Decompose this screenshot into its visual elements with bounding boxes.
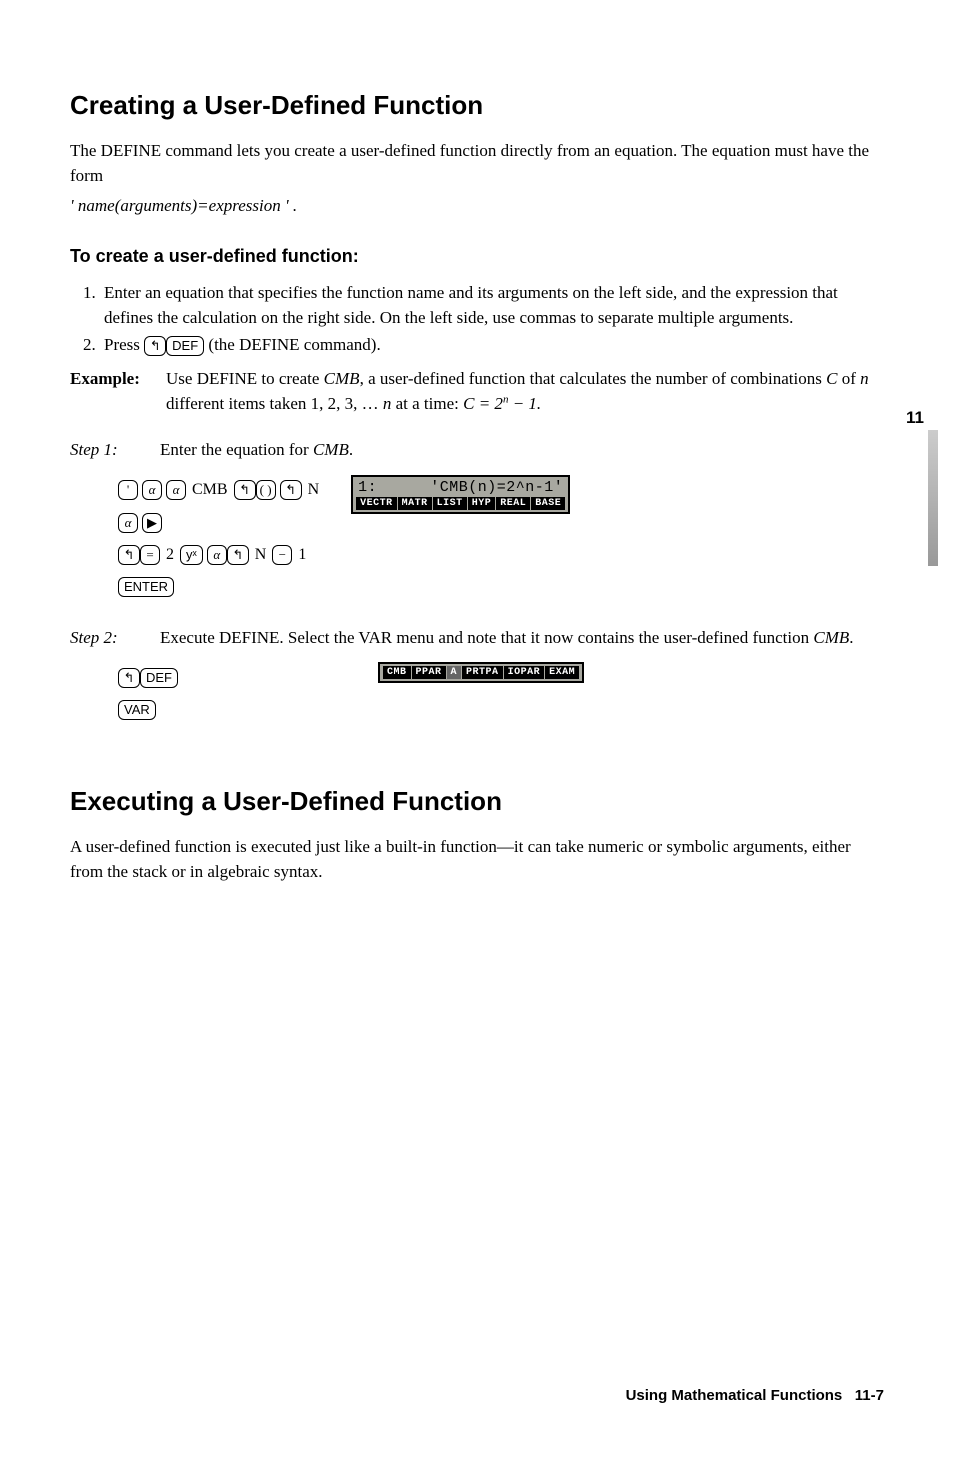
alpha-key: α: [166, 480, 186, 500]
var-key: VAR: [118, 700, 156, 720]
step2-label: Step 2:: [70, 626, 160, 651]
ex-t5: at a time:: [391, 394, 463, 413]
page-tab-marker: 11: [906, 408, 924, 428]
instruction-item-2: Press ↰DEF (the DEFINE command).: [100, 333, 884, 358]
softmenu-item: HYP: [468, 497, 496, 510]
softmenu-item: A: [447, 666, 462, 679]
softmenu-item: PRTPA: [462, 666, 503, 679]
enter-key: ENTER: [118, 577, 174, 597]
yx-key: yˣ: [180, 545, 203, 565]
alpha-key: α: [207, 545, 227, 565]
typed-n: N: [308, 481, 320, 498]
shift-key-icon: ↰: [280, 480, 302, 500]
quote-key: ': [118, 480, 138, 500]
minus-key: −: [272, 545, 292, 565]
key-sequence-2: ↰DEF VAR CMB PPAR A PRTPA IOPAR EXAM: [118, 662, 884, 726]
instr2-suffix: (the DEFINE command).: [208, 335, 380, 354]
instr2-prefix: Press: [104, 335, 144, 354]
step1-text: Enter the equation for: [160, 440, 313, 459]
stack-level: 1:: [358, 479, 377, 496]
step1-label: Step 1:: [70, 438, 160, 463]
step1-cmb: CMB: [313, 440, 349, 459]
footer-page-number: 11-7: [855, 1387, 884, 1404]
stack-line: 1: 'CMB(n)=2^n-1': [356, 479, 565, 496]
keyrow-1-1: ' α α CMB ↰( ) ↰ N: [118, 475, 321, 505]
ex-n: n: [860, 369, 869, 388]
softmenu-row-1: VECTR MATR LIST HYP REAL BASE: [356, 497, 565, 510]
shift-key-icon: ↰: [227, 545, 249, 565]
typed-1: 1: [298, 546, 306, 563]
step1-period: .: [349, 440, 353, 459]
shift-key-icon: ↰: [118, 545, 140, 565]
ex-t2: , a user-defined function that calculate…: [360, 369, 827, 388]
heading-creating-udf: Creating a User-Defined Function: [70, 90, 884, 121]
intro2-paragraph: A user-defined function is executed just…: [70, 835, 884, 884]
right-arrow-key: ▶: [142, 513, 162, 533]
equals-key: =: [140, 545, 160, 565]
softmenu-item: VECTR: [356, 497, 397, 510]
formula-text: ' name(arguments)=expression ' .: [70, 196, 297, 215]
calc-display-1: 1: 'CMB(n)=2^n-1' VECTR MATR LIST HYP RE…: [351, 475, 570, 514]
def-key: DEF: [166, 336, 204, 356]
page-footer: Using Mathematical Functions 11-7: [626, 1387, 884, 1404]
softmenu-item: MATR: [398, 497, 432, 510]
example-content: Use DEFINE to create CMB, a user-defined…: [166, 367, 884, 416]
ex-equation: C = 2n − 1.: [463, 394, 541, 413]
def-key: DEF: [140, 668, 178, 688]
footer-chapter: Using Mathematical Functions: [626, 1387, 843, 1404]
keystrokes-1: ' α α CMB ↰( ) ↰ N α ▶ ↰= 2 yˣ α↰ N − 1 …: [118, 475, 321, 604]
ex-t3: of: [837, 369, 860, 388]
ex-t1: Use DEFINE to create: [166, 369, 324, 388]
step1-block: Step 1: Enter the equation for CMB.: [70, 438, 884, 463]
softmenu-row-2: CMB PPAR A PRTPA IOPAR EXAM: [383, 666, 579, 679]
calc-display-1-wrapper: 1: 'CMB(n)=2^n-1' VECTR MATR LIST HYP RE…: [351, 475, 570, 514]
paren-key: ( ): [256, 480, 276, 500]
example-label: Example:: [70, 367, 166, 416]
intro-paragraph: The DEFINE command lets you create a use…: [70, 139, 884, 188]
keystrokes-2: ↰DEF VAR: [118, 662, 178, 726]
ex-t4: different items taken 1, 2, 3, …: [166, 394, 383, 413]
calc-display-2: CMB PPAR A PRTPA IOPAR EXAM: [378, 662, 584, 683]
heading-executing-udf: Executing a User-Defined Function: [70, 786, 884, 817]
ex-cmb: CMB: [324, 369, 360, 388]
page-edge-fade: [928, 430, 938, 566]
step2-cmb: CMB: [813, 628, 849, 647]
example-block: Example: Use DEFINE to create CMB, a use…: [70, 367, 884, 416]
formula-syntax: ' name(arguments)=expression ' .: [70, 196, 884, 216]
softmenu-item: BASE: [531, 497, 565, 510]
stack-value: 'CMB(n)=2^n-1': [430, 479, 563, 496]
shift-key-icon: ↰: [118, 668, 140, 688]
step2-block: Step 2: Execute DEFINE. Select the VAR m…: [70, 626, 884, 651]
subheading-create: To create a user-defined function:: [70, 246, 884, 267]
alpha-key: α: [142, 480, 162, 500]
typed-2: 2: [166, 546, 174, 563]
key-sequence-1: ' α α CMB ↰( ) ↰ N α ▶ ↰= 2 yˣ α↰ N − 1 …: [118, 475, 884, 604]
instruction-list: Enter an equation that specifies the fun…: [70, 281, 884, 357]
step2-content: Execute DEFINE. Select the VAR menu and …: [160, 626, 884, 651]
step2-period: .: [849, 628, 853, 647]
shift-key-icon: ↰: [234, 480, 256, 500]
keyrow-1-3: ↰= 2 yˣ α↰ N − 1: [118, 539, 321, 569]
typed-n2: N: [255, 546, 267, 563]
calc-display-2-wrapper: CMB PPAR A PRTPA IOPAR EXAM: [378, 662, 584, 683]
shift-key-icon: ↰: [144, 336, 166, 356]
softmenu-item: PPAR: [412, 666, 446, 679]
keyrow-1-4: ENTER: [118, 572, 321, 602]
softmenu-item: LIST: [433, 497, 467, 510]
softmenu-item: EXAM: [545, 666, 579, 679]
ex-c: C: [826, 369, 837, 388]
softmenu-item: IOPAR: [504, 666, 545, 679]
keyrow-2-2: VAR: [118, 694, 178, 724]
softmenu-item: REAL: [496, 497, 530, 510]
keyrow-1-2: α ▶: [118, 507, 321, 537]
instruction-item-1: Enter an equation that specifies the fun…: [100, 281, 884, 330]
softmenu-item: CMB: [383, 666, 411, 679]
alpha-key: α: [118, 513, 138, 533]
typed-cmb: CMB: [192, 481, 228, 498]
step2-text: Execute DEFINE. Select the VAR menu and …: [160, 628, 813, 647]
step1-content: Enter the equation for CMB.: [160, 438, 884, 463]
keyrow-2-1: ↰DEF: [118, 662, 178, 692]
